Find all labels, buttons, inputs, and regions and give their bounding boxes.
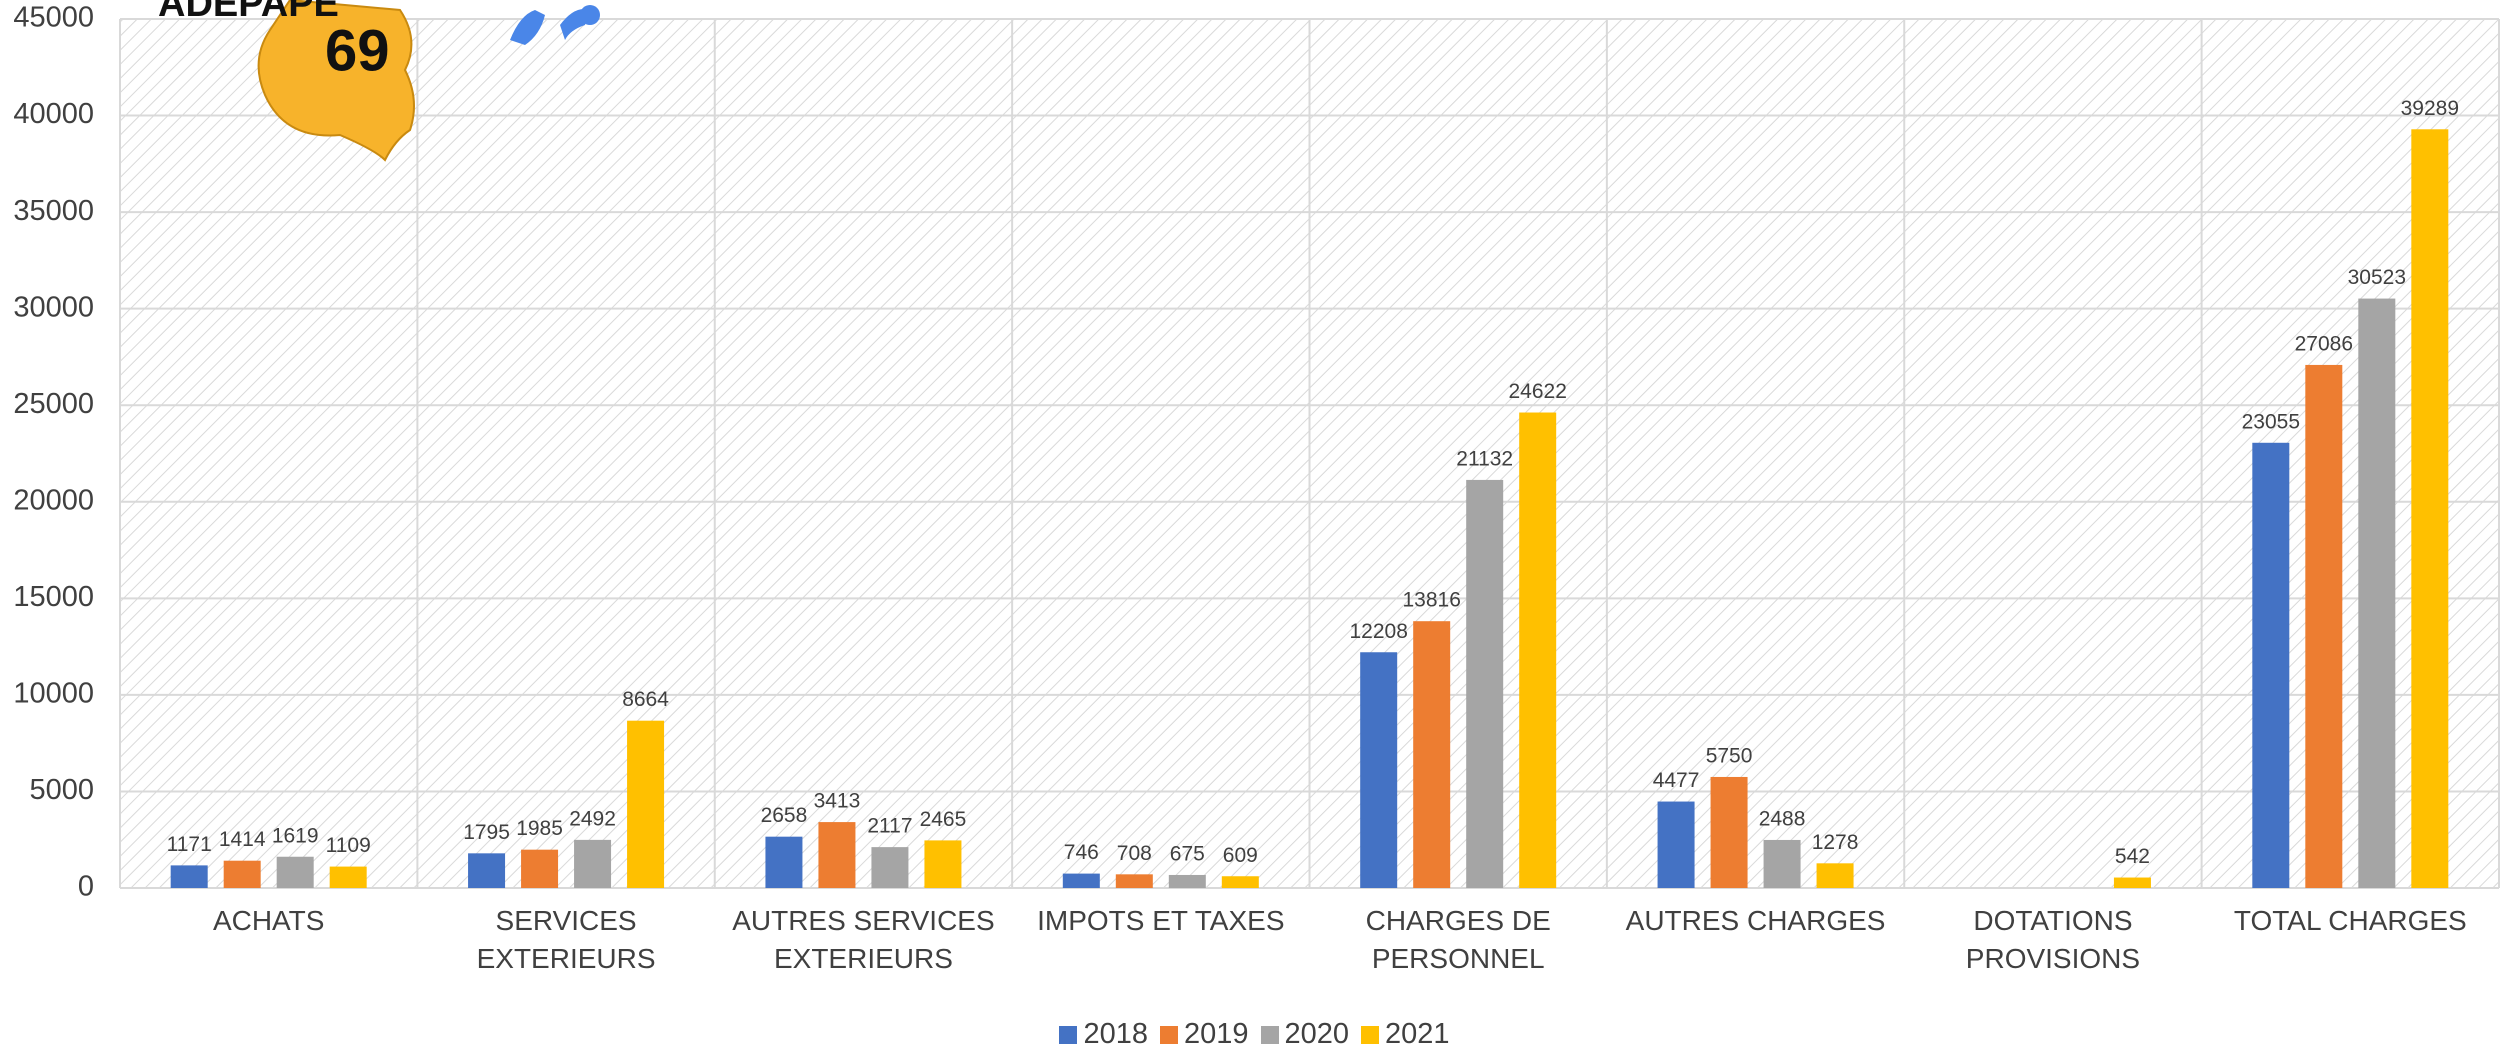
value-label: 3413 xyxy=(814,790,861,813)
value-label: 39289 xyxy=(2401,97,2459,120)
bar xyxy=(2411,129,2449,888)
x-tick-label: IMPOTS ET TAXES xyxy=(1037,905,1285,936)
bar xyxy=(924,840,962,888)
value-label: 12208 xyxy=(1349,620,1407,643)
value-label: 23055 xyxy=(2242,410,2300,433)
value-label: 2658 xyxy=(761,804,808,827)
logo-shape xyxy=(257,0,415,162)
bar xyxy=(765,836,803,888)
bar xyxy=(1168,874,1206,888)
bar xyxy=(1062,873,1100,888)
bar xyxy=(1360,652,1398,888)
value-label: 1985 xyxy=(516,817,563,840)
logo-name: ADEPAPE xyxy=(158,0,339,25)
bar xyxy=(1115,874,1153,888)
y-tick-label: 40000 xyxy=(13,98,94,130)
value-label: 708 xyxy=(1117,842,1152,865)
value-label: 1795 xyxy=(463,821,510,844)
value-label: 2117 xyxy=(867,815,912,838)
legend-item: 2021 xyxy=(1361,1018,1450,1050)
value-label: 542 xyxy=(2115,845,2150,868)
value-label: 2465 xyxy=(920,808,967,831)
legend-swatch xyxy=(1059,1026,1078,1044)
legend-swatch xyxy=(1361,1026,1380,1044)
bar xyxy=(818,822,856,888)
logo-number: 69 xyxy=(325,18,390,83)
x-tick-label: AUTRES CHARGES xyxy=(1625,905,1886,936)
value-label: 1278 xyxy=(1812,831,1859,854)
value-label: 675 xyxy=(1170,843,1205,866)
bar xyxy=(574,839,612,888)
bar xyxy=(329,866,367,888)
bar xyxy=(1763,839,1801,888)
legend: 2018 2019 2020 2021 xyxy=(0,1018,2509,1050)
legend-item: 2018 xyxy=(1059,1018,1148,1050)
y-tick-label: 10000 xyxy=(13,678,94,710)
bar xyxy=(2305,364,2343,889)
legend-item: 2020 xyxy=(1260,1018,1350,1050)
logo-figure xyxy=(510,9,590,45)
value-label: 2492 xyxy=(569,807,616,830)
value-label: 13816 xyxy=(1402,589,1460,612)
bar xyxy=(2113,877,2151,888)
bar xyxy=(627,720,665,888)
legend-label: 2019 xyxy=(1183,1018,1249,1050)
value-label: 24622 xyxy=(1508,380,1566,403)
y-tick-label: 20000 xyxy=(13,484,94,516)
bar xyxy=(468,853,506,888)
x-tick-label: AUTRES SERVICES EXTERIEURS xyxy=(732,905,995,974)
legend-swatch xyxy=(1159,1026,1178,1044)
value-label: 609 xyxy=(1223,844,1258,867)
bar xyxy=(276,856,314,888)
y-tick-label: 45000 xyxy=(13,2,94,34)
y-tick-label: 25000 xyxy=(13,388,94,420)
bar xyxy=(223,860,261,888)
value-label: 4477 xyxy=(1653,769,1700,792)
value-label: 21132 xyxy=(1456,447,1513,470)
value-label: 2488 xyxy=(1759,808,1806,831)
y-tick-label: 30000 xyxy=(13,291,94,323)
bar xyxy=(871,847,909,888)
bar xyxy=(521,849,559,888)
bar xyxy=(170,865,208,888)
value-label: 5750 xyxy=(1706,745,1753,768)
x-tick-label: CHARGES DE PERSONNEL xyxy=(1365,905,1551,974)
legend-item: 2019 xyxy=(1159,1018,1249,1050)
value-label: 30523 xyxy=(2348,266,2406,289)
bar xyxy=(2252,442,2290,888)
y-tick-label: 35000 xyxy=(13,195,94,227)
legend-label: 2021 xyxy=(1385,1018,1450,1050)
legend-label: 2020 xyxy=(1284,1018,1350,1050)
legend-swatch xyxy=(1260,1026,1279,1044)
bar xyxy=(1710,776,1748,888)
bar xyxy=(1657,801,1695,888)
legend-label: 2018 xyxy=(1083,1018,1148,1050)
value-label: 1414 xyxy=(219,828,266,851)
x-tick-label: ACHATS xyxy=(212,905,325,936)
bar xyxy=(1221,876,1259,888)
bar xyxy=(1816,863,1854,888)
value-label: 1109 xyxy=(326,834,371,857)
bar xyxy=(1466,479,1504,888)
y-tick-label: 5000 xyxy=(29,774,94,806)
value-label: 27086 xyxy=(2295,332,2353,355)
bar xyxy=(1519,412,1557,888)
y-tick-label: 15000 xyxy=(13,581,94,613)
x-tick-label: DOTATIONS PROVISIONS xyxy=(1965,905,2141,974)
value-label: 746 xyxy=(1064,841,1099,864)
y-tick-label: 0 xyxy=(78,871,94,903)
x-tick-label: SERVICES EXTERIEURS xyxy=(476,905,656,974)
bar xyxy=(1413,621,1451,888)
logo-figure xyxy=(580,5,600,25)
value-label: 8664 xyxy=(622,688,669,711)
bar xyxy=(2358,298,2396,888)
value-label: 1619 xyxy=(272,824,319,847)
x-tick-label: TOTAL CHARGES xyxy=(2233,905,2467,936)
value-label: 1171 xyxy=(167,833,212,856)
